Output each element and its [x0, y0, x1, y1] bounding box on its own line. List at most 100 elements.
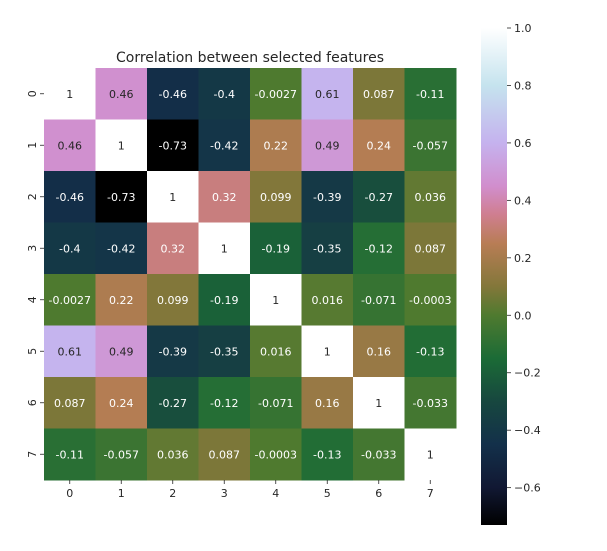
heatmap-cell-value: -0.27 — [159, 397, 187, 410]
heatmap-cell-value: 0.24 — [109, 397, 134, 410]
heatmap-cell — [44, 377, 96, 429]
heatmap-cell — [250, 377, 302, 429]
x-tick-label: 7 — [427, 487, 434, 500]
heatmap-cell-value: 0.32 — [161, 242, 186, 255]
heatmap-cell-value: -0.39 — [313, 191, 341, 204]
heatmap-cell — [44, 171, 96, 223]
heatmap-cell-value: -0.4 — [59, 242, 80, 255]
heatmap-cell — [353, 68, 405, 120]
heatmap-cell-value: 0.49 — [315, 139, 340, 152]
heatmap-cell — [147, 222, 199, 275]
x-tick-label: 0 — [66, 487, 73, 500]
y-tick-label: 2 — [26, 193, 39, 200]
colorbar-tick-label: 0.0 — [514, 309, 532, 322]
heatmap-cell-value: -0.071 — [258, 397, 293, 410]
heatmap-cell — [353, 171, 405, 223]
heatmap-cell — [353, 325, 405, 378]
heatmap-cell — [250, 171, 302, 223]
heatmap-cell — [147, 428, 199, 481]
x-tick-label: 3 — [221, 487, 228, 500]
heatmap-cell — [353, 222, 405, 275]
heatmap-cells — [44, 68, 457, 481]
chart-title: Correlation between selected features — [116, 50, 384, 66]
heatmap-cell — [147, 325, 199, 378]
heatmap-cell — [250, 222, 302, 275]
x-tick-label: 6 — [375, 487, 382, 500]
heatmap-cell-value: -0.46 — [159, 88, 187, 101]
y-tick-label: 5 — [26, 348, 39, 355]
heatmap-cell — [44, 274, 96, 326]
heatmap-cell-value: -0.12 — [210, 397, 238, 410]
heatmap-cell-value: -0.11 — [56, 448, 84, 461]
colorbar-gradient — [481, 28, 507, 525]
y-tick-label: 3 — [26, 245, 39, 252]
heatmap-cell-value: 1 — [427, 448, 434, 461]
heatmap-cell-value: 1 — [221, 242, 228, 255]
heatmap-cell — [353, 119, 405, 172]
y-axis: 0 1 2 3 4 5 6 7 — [26, 90, 44, 458]
heatmap-cell-value: 0.32 — [212, 191, 237, 204]
heatmap-cell-value: -0.19 — [210, 294, 238, 307]
heatmap-cell — [404, 171, 457, 223]
heatmap-cell — [301, 274, 354, 326]
heatmap-cell — [301, 222, 354, 275]
heatmap-cell-value: -0.39 — [159, 345, 187, 358]
heatmap-cell-value: 0.46 — [109, 88, 134, 101]
heatmap-cell — [250, 428, 302, 481]
heatmap-cell-value: 0.24 — [367, 139, 392, 152]
colorbar-tick-label: 0.6 — [514, 137, 532, 150]
heatmap-cell-value: 0.087 — [54, 397, 86, 410]
heatmap-cell-value: 0.099 — [260, 191, 292, 204]
heatmap-cell-value: -0.12 — [365, 242, 393, 255]
heatmap-cell — [404, 119, 457, 172]
heatmap-cell-value: -0.057 — [104, 448, 139, 461]
heatmap-cell-value: -0.46 — [56, 191, 84, 204]
heatmap-cell — [404, 377, 457, 429]
heatmap-cell-value: -0.35 — [210, 345, 238, 358]
heatmap-cell-value: 0.036 — [157, 448, 189, 461]
heatmap-cell — [198, 428, 251, 481]
heatmap-cell — [250, 68, 302, 120]
heatmap-cell — [147, 377, 199, 429]
heatmap-cell — [147, 274, 199, 326]
heatmap-cell-value: -0.73 — [159, 139, 187, 152]
colorbar-tick-label: −0.2 — [514, 367, 541, 380]
heatmap-cell-value: -0.11 — [416, 88, 444, 101]
heatmap-cell — [353, 377, 405, 429]
heatmap-cell — [198, 119, 251, 172]
heatmap-cell-value: -0.42 — [107, 242, 135, 255]
heatmap-cell — [404, 68, 457, 120]
heatmap-cell-value: 0.49 — [109, 345, 134, 358]
x-tick-label: 2 — [169, 487, 176, 500]
colorbar-tick-label: 0.4 — [514, 194, 532, 207]
heatmap-cell-value: -0.0003 — [255, 448, 297, 461]
heatmap-cell-value: -0.73 — [107, 191, 135, 204]
heatmap-cell-value: 1 — [272, 294, 279, 307]
heatmap-cell-value: 0.46 — [58, 139, 83, 152]
heatmap-cell — [250, 325, 302, 378]
y-tick-label: 7 — [26, 451, 39, 458]
heatmap-cell — [147, 171, 199, 223]
heatmap-cell-value: 0.016 — [260, 345, 292, 358]
heatmap-cell-value: 0.22 — [109, 294, 134, 307]
heatmap-cell — [198, 377, 251, 429]
heatmap-cell-value: -0.033 — [413, 397, 448, 410]
colorbar-tick-label: 1.0 — [514, 22, 532, 35]
heatmap-cell — [44, 119, 96, 172]
heatmap-cell — [198, 222, 251, 275]
heatmap-cell — [44, 68, 96, 120]
heatmap-cell-value: 0.087 — [415, 242, 447, 255]
heatmap-cell — [404, 222, 457, 275]
heatmap-cell-value: 0.087 — [209, 448, 241, 461]
heatmap-cell-value: 0.61 — [315, 88, 340, 101]
colorbar: 1.0 0.8 0.6 0.4 0.2 0.0 −0.2 −0.4 −0.6 — [481, 22, 541, 525]
heatmap-cell — [147, 68, 199, 120]
heatmap-cell-value: -0.033 — [361, 448, 396, 461]
x-tick-label: 5 — [324, 487, 331, 500]
heatmap-cell — [301, 325, 354, 378]
heatmap-cell-value: 1 — [66, 88, 73, 101]
heatmap-cell-value: 0.22 — [264, 139, 289, 152]
heatmap-cell-value: 0.016 — [312, 294, 344, 307]
heatmap-cell — [198, 171, 251, 223]
